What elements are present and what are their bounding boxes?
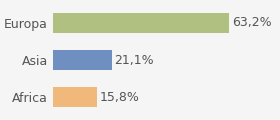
Text: 63,2%: 63,2% [232, 16, 271, 29]
Text: 21,1%: 21,1% [115, 54, 154, 66]
Bar [53, 87, 97, 107]
Bar [53, 13, 229, 33]
Text: 15,8%: 15,8% [100, 91, 140, 104]
Bar [53, 50, 112, 70]
